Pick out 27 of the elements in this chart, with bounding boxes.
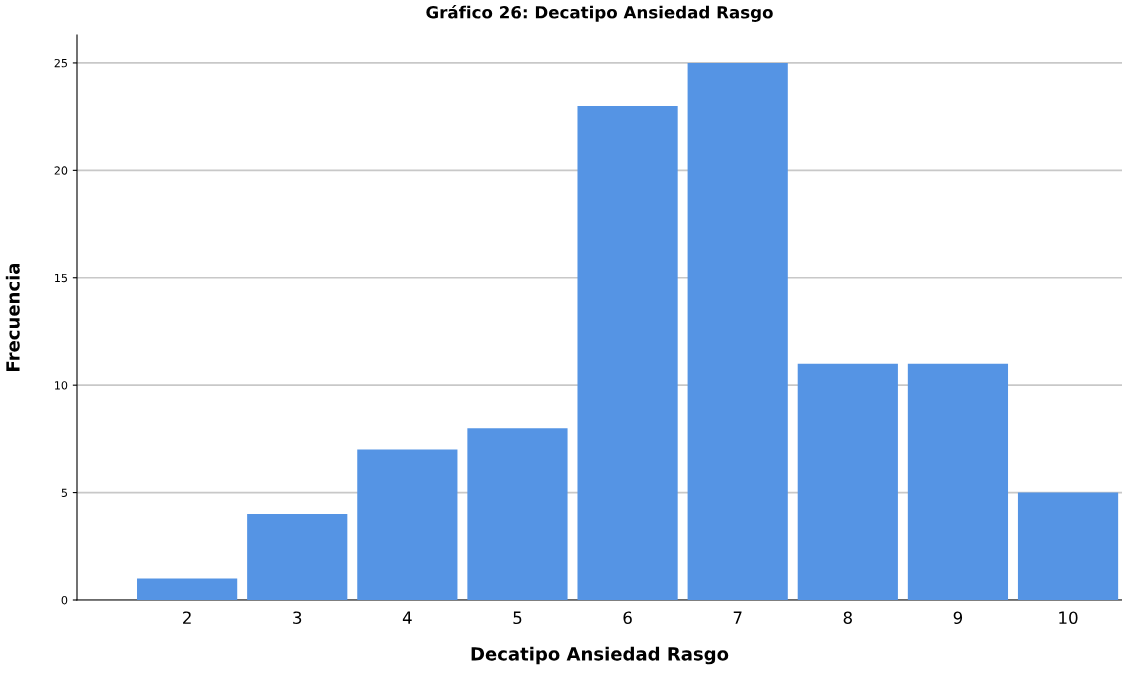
x-tick-label: 10 (1059, 611, 1078, 625)
bar (357, 449, 458, 600)
bar (797, 363, 898, 600)
bar (467, 428, 568, 600)
x-tick-label: 7 (733, 611, 742, 624)
y-tick-label: 0 (61, 595, 68, 605)
bar (907, 363, 1009, 600)
bar (1017, 492, 1119, 600)
x-axis-title: Decatipo Ansiedad Rasgo (471, 646, 729, 665)
bar (247, 514, 348, 600)
y-tick-label: 25 (54, 58, 67, 68)
y-tick-label: 10 (55, 381, 68, 390)
chart-title: Gráfico 26: Decatipo Ansiedad Rasgo (426, 5, 773, 22)
bar (137, 578, 238, 600)
x-tick-label: 4 (402, 611, 412, 624)
y-tick-label: 20 (54, 166, 68, 175)
y-tick-label: 15 (55, 273, 67, 283)
x-tick-label: 5 (513, 611, 522, 625)
x-tick-label: 3 (293, 611, 302, 625)
x-tick-label: 8 (843, 611, 852, 625)
x-tick-label: 2 (183, 611, 191, 624)
y-tick-label: 5 (61, 488, 67, 497)
y-axis-title: Frecuencia (5, 263, 20, 371)
bar (577, 105, 678, 600)
x-tick-label: 6 (623, 611, 632, 625)
x-tick-label: 9 (953, 611, 963, 625)
bar (687, 62, 788, 600)
